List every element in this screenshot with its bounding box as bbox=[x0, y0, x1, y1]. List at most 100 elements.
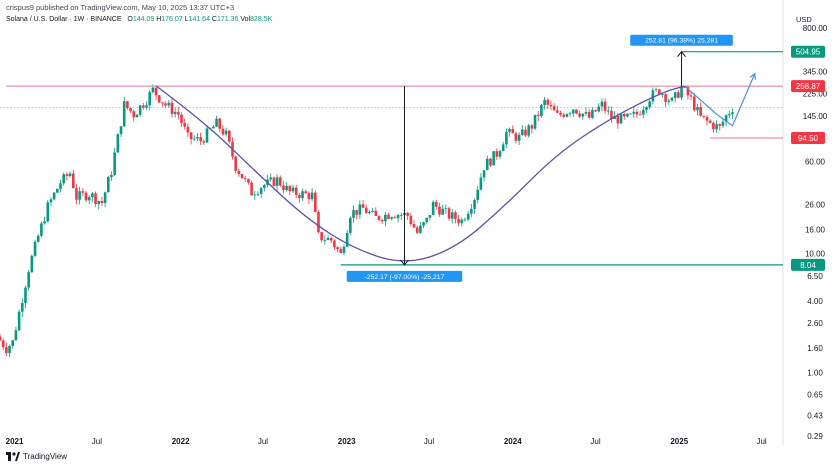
candle-body bbox=[667, 100, 671, 102]
candle-body bbox=[36, 235, 40, 242]
candle-body bbox=[390, 217, 394, 219]
candle-body bbox=[664, 94, 667, 102]
candle-body bbox=[731, 112, 734, 115]
candle-body bbox=[540, 105, 543, 117]
candle-body bbox=[247, 178, 250, 183]
candle-body bbox=[113, 152, 116, 175]
candle-body bbox=[511, 129, 515, 134]
candle-body bbox=[177, 111, 180, 115]
candle-body bbox=[377, 215, 381, 220]
candle-body bbox=[600, 101, 604, 107]
candle-body bbox=[170, 102, 174, 115]
candle-body bbox=[571, 109, 575, 114]
level-tag-label-bottom: 8.04 bbox=[800, 261, 816, 270]
symbol-bar: Solana / U.S. Dollar · 1W · BINANCE O144… bbox=[6, 16, 272, 23]
volume-label: Vol bbox=[240, 16, 251, 23]
candle-body bbox=[374, 210, 378, 216]
candle-body bbox=[240, 174, 244, 179]
candle-body bbox=[349, 217, 352, 233]
candle-body bbox=[103, 192, 107, 204]
candle-body bbox=[237, 170, 241, 175]
candle-body bbox=[457, 219, 460, 224]
candle-body bbox=[568, 113, 572, 115]
candle-body bbox=[313, 192, 317, 212]
y-tick-label: 0.65 bbox=[807, 390, 823, 399]
candle-body bbox=[485, 158, 489, 171]
candle-body bbox=[638, 114, 642, 116]
level-tag-support bbox=[791, 132, 825, 145]
candle-body bbox=[148, 92, 151, 106]
candle-body bbox=[501, 144, 505, 152]
candle-body bbox=[228, 130, 231, 142]
candle-body bbox=[256, 193, 260, 195]
projection-path bbox=[684, 73, 756, 127]
candle-body bbox=[355, 210, 358, 215]
candle-body bbox=[610, 110, 613, 119]
volume-value: 828.5K bbox=[250, 16, 273, 23]
candle-body bbox=[33, 241, 37, 256]
candle-body bbox=[581, 113, 585, 117]
candle-body bbox=[578, 113, 581, 117]
candle-body bbox=[278, 177, 282, 186]
x-tick-label: Jul bbox=[590, 437, 600, 446]
candle-body bbox=[161, 102, 164, 104]
candle-body bbox=[489, 158, 492, 166]
footer-logo-text: TradingView bbox=[23, 452, 68, 461]
y-tick-label: 0.43 bbox=[807, 412, 823, 421]
y-tick-label: 1.60 bbox=[807, 344, 823, 353]
candle-body bbox=[56, 188, 59, 193]
y-tick-label: 2.60 bbox=[807, 319, 823, 328]
candle-body bbox=[263, 185, 266, 189]
candle-body bbox=[419, 225, 422, 233]
candle-body bbox=[549, 104, 553, 107]
candle-body bbox=[352, 210, 355, 218]
candle-body bbox=[259, 188, 263, 194]
level-tag-bottom bbox=[791, 258, 825, 271]
candle-body bbox=[129, 108, 132, 112]
candle-body bbox=[154, 87, 158, 96]
candle-body bbox=[479, 177, 483, 190]
candle-body bbox=[212, 126, 215, 129]
candle-body bbox=[428, 215, 432, 218]
candle-body bbox=[415, 227, 419, 233]
candle-body bbox=[27, 272, 30, 288]
candle-body bbox=[689, 95, 693, 97]
candle-body bbox=[728, 114, 731, 116]
candle-body bbox=[68, 173, 72, 177]
candle-body bbox=[505, 131, 508, 145]
candle-body bbox=[514, 133, 518, 141]
measure-label-box bbox=[346, 270, 463, 282]
candle-body bbox=[205, 128, 209, 143]
candle-body bbox=[87, 197, 91, 201]
candle-body bbox=[712, 122, 715, 130]
candle-body bbox=[438, 206, 441, 215]
candle-body bbox=[498, 151, 502, 157]
candle-body bbox=[536, 114, 540, 117]
candle-body bbox=[368, 211, 371, 214]
candle-body bbox=[358, 204, 362, 215]
candle-body bbox=[517, 134, 521, 141]
candle-body bbox=[533, 114, 537, 129]
candle-body bbox=[721, 121, 725, 126]
x-tick-label: 2023 bbox=[338, 437, 356, 446]
candle-body bbox=[699, 106, 702, 116]
publish-info: crispus9 published on TradingView.com, M… bbox=[6, 3, 235, 12]
projection-arrow-head bbox=[749, 72, 756, 80]
candle-body bbox=[202, 141, 206, 143]
candle-body bbox=[192, 138, 196, 140]
candle-body bbox=[52, 192, 56, 200]
candle-body bbox=[482, 170, 486, 178]
candle-body bbox=[218, 118, 222, 129]
candle-body bbox=[224, 130, 228, 135]
candle-body bbox=[622, 113, 626, 117]
level-tag-label-resistance: 258.87 bbox=[796, 82, 821, 91]
candle-body bbox=[702, 115, 706, 117]
candle-body bbox=[460, 219, 464, 224]
candle-body bbox=[473, 200, 476, 209]
candle-body bbox=[1, 340, 5, 348]
candle-body bbox=[435, 201, 438, 207]
candle-body bbox=[673, 92, 677, 98]
currency-label: USD bbox=[796, 15, 812, 24]
candle-body bbox=[466, 213, 470, 220]
